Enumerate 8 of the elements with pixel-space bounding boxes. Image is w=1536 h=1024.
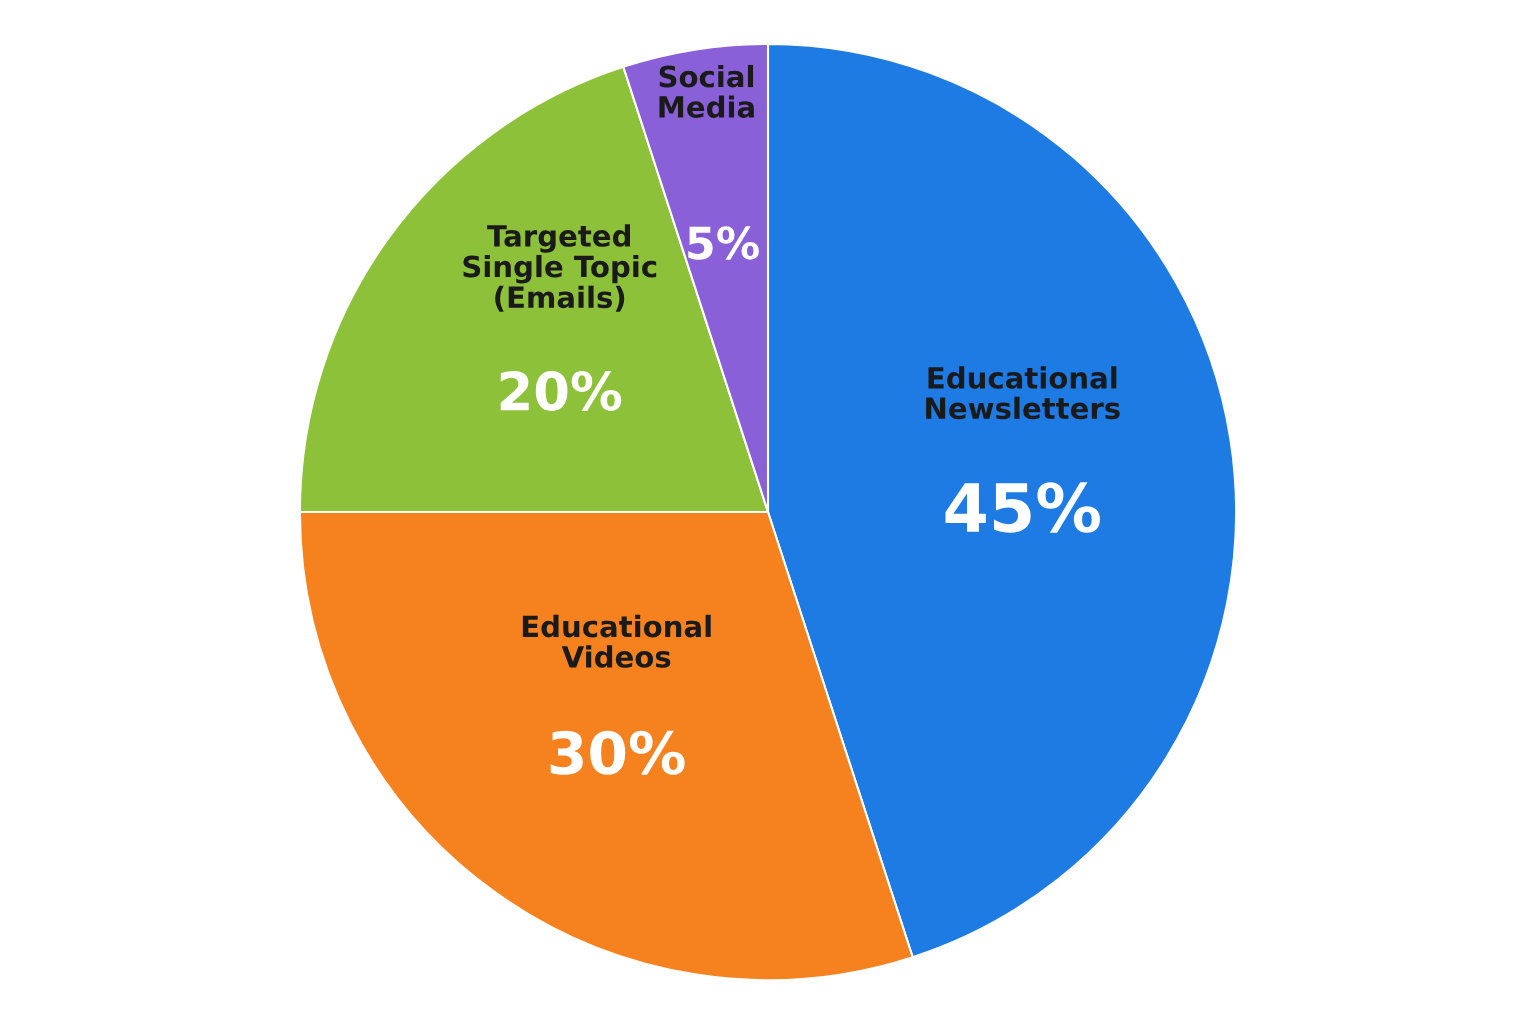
slice-label: Targeted Single Topic (Emails) [463,224,657,312]
data-label: 20% [500,370,622,411]
slice-label: Educational Videos [522,614,711,668]
slice-label: Social Media [659,64,754,118]
slice-label: Educational Newsletters [926,366,1120,420]
data-label: 5% [688,226,759,260]
data-label: 30% [550,730,685,775]
data-label: 45% [945,482,1100,533]
